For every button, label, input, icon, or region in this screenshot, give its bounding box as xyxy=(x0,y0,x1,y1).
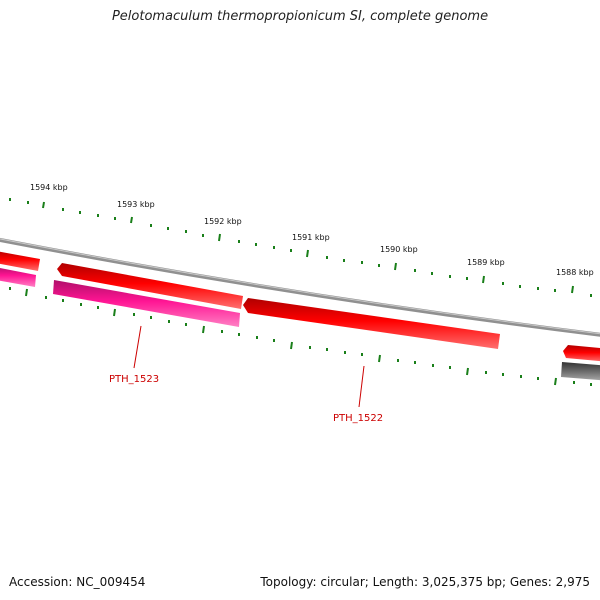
forward-strand xyxy=(0,250,600,362)
major-tick xyxy=(130,216,133,224)
backbone-highlight xyxy=(0,238,600,335)
major-tick xyxy=(378,354,381,363)
gene-6[interactable] xyxy=(53,280,240,327)
scale-label: 1588 kbp xyxy=(556,268,594,277)
gene-2[interactable] xyxy=(57,263,243,309)
outer-tick-row xyxy=(9,198,592,297)
scale-label: 1589 kbp xyxy=(467,258,505,267)
gene-5[interactable] xyxy=(0,266,36,287)
major-tick xyxy=(42,201,45,209)
inner-tick-row xyxy=(9,287,592,386)
scale-label: 1592 kbp xyxy=(204,217,242,226)
reverse-strand xyxy=(0,266,600,381)
genome-backbone xyxy=(0,237,600,337)
genome-title: Pelotomaculum thermopropionicum SI, comp… xyxy=(111,9,489,24)
callout-line xyxy=(133,325,142,369)
major-tick xyxy=(554,377,557,386)
scale-label: 1593 kbp xyxy=(117,200,155,209)
accession-text: Accession: NC_009454 xyxy=(9,575,146,589)
callout-label: PTH_1522 xyxy=(333,413,383,424)
major-tick xyxy=(466,367,469,376)
scale-label: 1591 kbp xyxy=(292,233,330,242)
minor-ticks xyxy=(9,287,592,386)
scale-labels: 1594 kbp 1593 kbp 1592 kbp 1591 kbp 1590… xyxy=(30,183,594,277)
genome-summary-text: Topology: circular; Length: 3,025,375 bp… xyxy=(260,575,590,589)
minor-ticks xyxy=(9,198,592,297)
major-tick xyxy=(482,275,485,284)
major-tick xyxy=(290,341,293,350)
gene-3[interactable] xyxy=(243,298,500,349)
major-tick xyxy=(394,262,397,271)
gene-7[interactable] xyxy=(561,362,600,381)
callout-label: PTH_1523 xyxy=(109,374,159,385)
gene-1[interactable] xyxy=(0,250,40,271)
major-tick xyxy=(113,308,116,317)
gene-4[interactable] xyxy=(563,345,600,362)
scale-label: 1594 kbp xyxy=(30,183,68,192)
major-tick xyxy=(218,233,221,242)
callout-line xyxy=(358,365,365,408)
gene-callout-pth-1522[interactable]: PTH_1522 xyxy=(333,365,383,424)
gene-callout-pth-1523[interactable]: PTH_1523 xyxy=(109,325,159,385)
scale-label: 1590 kbp xyxy=(380,245,418,254)
major-tick xyxy=(202,325,205,334)
major-tick xyxy=(571,285,574,294)
major-tick xyxy=(25,288,28,297)
major-tick xyxy=(306,249,309,258)
